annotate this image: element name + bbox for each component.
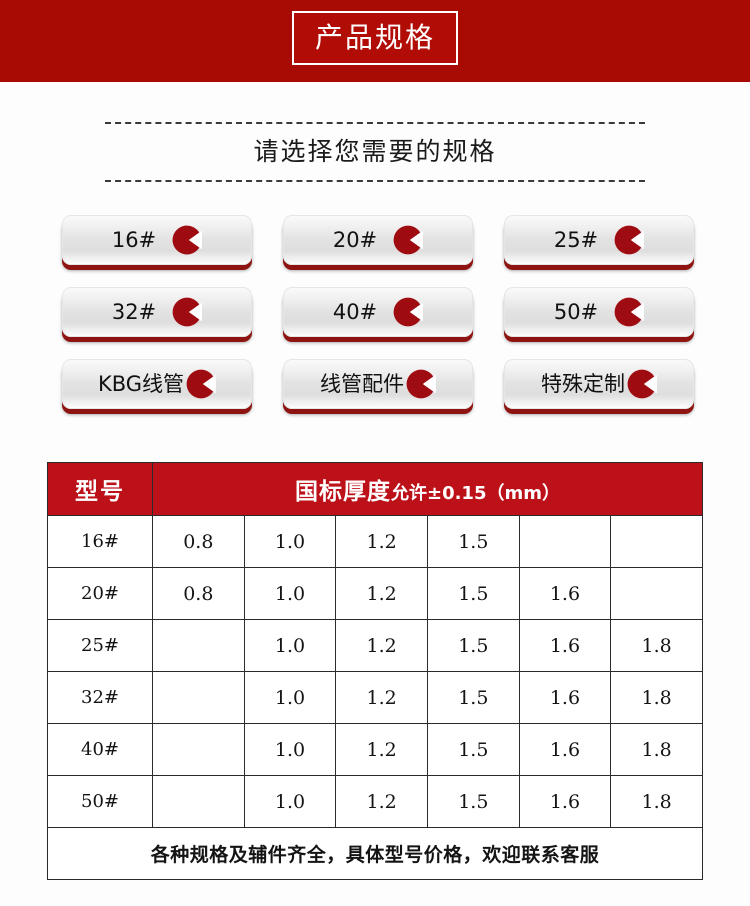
spec-button-label: KBG线管	[97, 371, 185, 396]
table-head: 型号 国标厚度允许±0.15（mm）	[47, 462, 703, 516]
spec-button-conduit-fittings[interactable]: 线管配件	[283, 359, 473, 409]
table-row: 25# 1.0 1.2 1.5 1.6 1.8	[47, 619, 703, 672]
dashed-divider-top	[105, 122, 645, 124]
spec-button-grid: 16# 20# 25#	[62, 215, 694, 431]
page-banner: 产品规格	[0, 0, 750, 82]
table-row: 40# 1.0 1.2 1.5 1.6 1.8	[47, 723, 703, 776]
table-cell-model: 16#	[47, 515, 153, 568]
spec-button-custom-order[interactable]: 特殊定制	[504, 359, 694, 409]
spec-button-label: 线管配件	[320, 371, 404, 396]
table-cell-value: 1.6	[518, 619, 612, 672]
banner-title-box: 产品规格	[292, 11, 458, 65]
table-cell-value: 1.8	[610, 671, 703, 724]
table-footer-note: 各种规格及辅件齐全，具体型号价格，欢迎联系客服	[47, 827, 703, 880]
spec-button-40[interactable]: 40#	[283, 287, 473, 337]
red-circle-arrow-icon	[186, 369, 216, 399]
table-cell-value: 1.0	[243, 515, 337, 568]
dashed-divider-bottom	[105, 180, 645, 182]
table-row: 32# 1.0 1.2 1.5 1.6 1.8	[47, 671, 703, 724]
table-cell-value: 1.5	[426, 671, 520, 724]
spec-button-50[interactable]: 50#	[504, 287, 694, 337]
table-cell-value	[518, 515, 612, 568]
spec-button-row: KBG线管 线管配件 特殊定制	[62, 359, 694, 409]
subtitle-text: 请选择您需要的规格	[253, 137, 497, 166]
table-cell-value: 1.6	[518, 775, 612, 828]
table-cell-value: 1.2	[335, 567, 428, 620]
table-cell-value: 0.8	[152, 515, 245, 568]
red-circle-arrow-icon	[172, 225, 203, 255]
red-circle-arrow-icon	[406, 369, 436, 399]
spec-button-label: 16#	[111, 227, 157, 252]
spec-button-kbg-conduit[interactable]: KBG线管	[62, 359, 252, 409]
table-cell-value: 1.0	[243, 671, 337, 724]
spec-button-32[interactable]: 32#	[62, 287, 252, 337]
table-cell-value: 1.5	[426, 619, 520, 672]
table-cell-value: 1.2	[335, 671, 428, 724]
specification-table: 型号 国标厚度允许±0.15（mm） 16# 0.8 1.0 1.2 1.5 2…	[47, 462, 703, 880]
table-cell-model: 25#	[47, 619, 153, 672]
table-row: 50# 1.0 1.2 1.5 1.6 1.8	[47, 775, 703, 828]
table-cell-value: 1.2	[335, 619, 428, 672]
table-cell-value: 1.8	[610, 775, 703, 828]
table-cell-value: 1.5	[426, 723, 520, 776]
table-row: 20# 0.8 1.0 1.2 1.5 1.6	[47, 567, 703, 620]
spec-button-label: 40#	[332, 299, 378, 324]
table-cell-value: 1.0	[243, 567, 337, 620]
red-circle-arrow-icon	[393, 225, 424, 255]
table-cell-value: 1.8	[610, 723, 703, 776]
spec-button-label: 20#	[332, 227, 378, 252]
red-circle-arrow-icon	[614, 297, 645, 327]
table-cell-value: 1.6	[518, 723, 612, 776]
spec-button-label: 25#	[553, 227, 599, 252]
spec-button-row: 16# 20# 25#	[62, 215, 694, 265]
spec-button-25[interactable]: 25#	[504, 215, 694, 265]
table-cell-value: 1.6	[518, 671, 612, 724]
table-cell-value: 0.8	[152, 567, 245, 620]
table-cell-value	[610, 515, 703, 568]
table-cell-value: 1.5	[426, 567, 520, 620]
table-cell-value	[152, 723, 245, 776]
spec-button-16[interactable]: 16#	[62, 215, 252, 265]
red-circle-arrow-icon	[627, 369, 657, 399]
spec-button-20[interactable]: 20#	[283, 215, 473, 265]
table-cell-value: 1.8	[610, 619, 703, 672]
table-cell-value: 1.5	[426, 515, 520, 568]
spec-button-row: 32# 40# 50#	[62, 287, 694, 337]
table-cell-value: 1.2	[335, 723, 428, 776]
red-circle-arrow-icon	[393, 297, 424, 327]
table-header-model: 型号	[47, 462, 153, 516]
table-cell-value: 1.5	[426, 775, 520, 828]
table-cell-value	[152, 775, 245, 828]
table-cell-value: 1.0	[243, 775, 337, 828]
red-circle-arrow-icon	[172, 297, 203, 327]
spec-button-label: 50#	[553, 299, 599, 324]
table-cell-value: 1.6	[518, 567, 612, 620]
table-cell-model: 50#	[47, 775, 153, 828]
spec-button-label: 特殊定制	[541, 371, 625, 396]
page-title: 产品规格	[314, 21, 435, 54]
table-cell-model: 20#	[47, 567, 153, 620]
table-cell-model: 32#	[47, 671, 153, 724]
subtitle-section: 请选择您需要的规格	[0, 82, 750, 200]
table-header-thickness-main: 国标厚度	[294, 479, 391, 505]
table-footer-row: 各种规格及辅件齐全，具体型号价格，欢迎联系客服	[47, 827, 703, 880]
table-cell-value: 1.2	[335, 775, 428, 828]
red-circle-arrow-icon	[614, 225, 645, 255]
table-body: 16# 0.8 1.0 1.2 1.5 20# 0.8 1.0 1.2 1.5 …	[47, 515, 703, 880]
table-cell-value	[152, 619, 245, 672]
spec-button-label: 32#	[111, 299, 157, 324]
table-cell-value	[610, 567, 703, 620]
table-cell-value: 1.0	[243, 723, 337, 776]
table-header-thickness: 国标厚度允许±0.15（mm）	[152, 462, 703, 516]
table-cell-model: 40#	[47, 723, 153, 776]
table-header-row: 型号 国标厚度允许±0.15（mm）	[47, 462, 703, 516]
table-cell-value	[152, 671, 245, 724]
table-cell-value: 1.2	[335, 515, 428, 568]
table-row: 16# 0.8 1.0 1.2 1.5	[47, 515, 703, 568]
table-cell-value: 1.0	[243, 619, 337, 672]
table-header-thickness-sub: 允许±0.15（mm）	[390, 483, 560, 504]
